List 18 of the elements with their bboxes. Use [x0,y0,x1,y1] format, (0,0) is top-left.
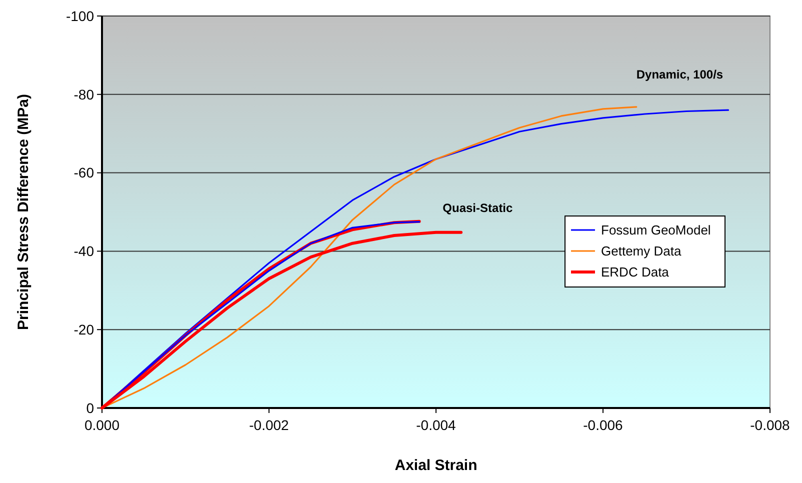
legend-label: Fossum GeoModel [601,222,711,238]
annotation: Dynamic, 100/s [636,68,724,82]
legend-label: Gettemy Data [601,244,682,259]
y-tick-label: -40 [74,243,94,260]
x-tick-label: -0.006 [583,417,624,433]
y-tick-label: -80 [74,86,94,102]
y-axis-title: Principal Stress Difference (MPa) [15,94,32,330]
y-tick-label: -20 [74,322,94,338]
x-tick-label: -0.002 [249,417,290,433]
y-tick-label: 0 [86,400,94,416]
legend-label: ERDC Data [601,264,670,280]
x-axis-title: Axial Strain [394,457,478,474]
y-tick-label: -100 [66,8,94,24]
y-tick-label: -60 [74,164,94,181]
x-tick-label: -0.004 [416,417,456,433]
annotation: Quasi-Static [442,201,514,215]
x-tick-label: -0.008 [750,417,790,433]
x-tick-label: 0.000 [84,417,120,433]
